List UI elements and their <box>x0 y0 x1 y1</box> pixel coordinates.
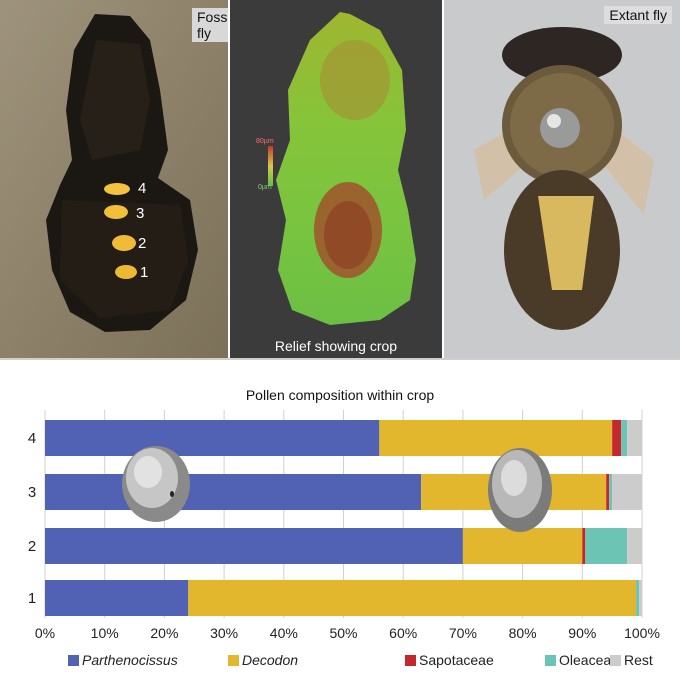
legend-label-decodon: Decodon <box>242 652 298 668</box>
bar-decodon-1 <box>188 580 637 616</box>
x-tick-label: 50% <box>329 625 357 641</box>
legend-swatch-oleaceae <box>545 655 556 666</box>
parthenocissus-pollen-image <box>122 446 190 522</box>
bar-sapotaceae-4 <box>612 420 622 456</box>
relief-caption: Relief showing crop <box>274 338 398 354</box>
bar-decodon-4 <box>379 420 613 456</box>
bar-parthenocissus-1 <box>45 580 189 616</box>
x-tick-label: 80% <box>509 625 537 641</box>
bar-rest-2 <box>627 528 642 564</box>
chart-title: Pollen composition within crop <box>246 387 435 403</box>
decodon-pollen-image <box>488 448 552 532</box>
extant-fly-photo: Extant fly <box>444 0 680 358</box>
legend-swatch-decodon <box>228 655 239 666</box>
x-tick-label: 30% <box>210 625 238 641</box>
bar-sapotaceae-2 <box>582 528 586 564</box>
y-tick-label: 1 <box>28 590 36 607</box>
legend-swatch-sapotaceae <box>405 655 416 666</box>
legend-label-parthenocissus: Parthenocissus <box>82 652 178 668</box>
sample-number-4: 4 <box>138 180 147 197</box>
legend-label-oleaceae: Oleaceae <box>559 652 619 668</box>
bar-rest-1 <box>639 580 642 616</box>
x-tick-label: 0% <box>35 625 55 641</box>
pollen-chart: Pollen composition within crop 4 3 2 1 0% 10%… <box>0 358 680 682</box>
relief-panel: 80µm 0µm Relief showing crop <box>230 0 442 358</box>
legend-label-sapotaceae: Sapotaceae <box>419 652 494 668</box>
legend-swatch-parthenocissus <box>68 655 79 666</box>
x-tick-label: 10% <box>91 625 119 641</box>
sample-number-2: 2 <box>138 235 147 252</box>
pollen-grain-images <box>122 446 552 532</box>
fossil-fly-title: Fossil fly <box>192 8 228 42</box>
bar-sapotaceae-3 <box>606 474 610 510</box>
bar-oleaceae-1 <box>636 580 640 616</box>
extant-fly-image <box>474 27 654 330</box>
x-tick-label: 60% <box>389 625 417 641</box>
relief-scale-min-label: 0µm <box>258 184 272 191</box>
x-tick-label: 40% <box>270 625 298 641</box>
x-tick-label: 100% <box>624 625 660 641</box>
x-tick-label: 70% <box>449 625 477 641</box>
bar-parthenocissus-4 <box>45 420 380 456</box>
sample-number-1: 1 <box>140 264 149 281</box>
fossil-fly-image <box>0 0 228 358</box>
y-tick-label: 4 <box>28 430 36 447</box>
bar-rest-4 <box>627 420 642 456</box>
legend-swatch-rest <box>610 655 621 666</box>
fossil-fly-photo: Fossil fly 4 3 2 1 <box>0 0 228 358</box>
bar-parthenocissus-2 <box>45 528 463 564</box>
bar-oleaceae-4 <box>621 420 628 456</box>
y-tick-label: 2 <box>28 538 36 555</box>
bar-oleaceae-2 <box>585 528 628 564</box>
x-tick-label: 20% <box>150 625 178 641</box>
x-tick-label: 90% <box>568 625 596 641</box>
bar-parthenocissus-3 <box>45 474 422 510</box>
bar-rest-3 <box>612 474 642 510</box>
bar-decodon-2 <box>462 528 583 564</box>
relief-map-image <box>268 12 416 325</box>
legend-label-rest: Rest <box>624 652 653 668</box>
sample-number-3: 3 <box>136 205 145 222</box>
relief-scale-max-label: 80µm <box>256 138 274 145</box>
bar-oleaceae-3 <box>609 474 613 510</box>
extant-fly-title: Extant fly <box>604 6 672 24</box>
y-tick-label: 3 <box>28 484 36 501</box>
